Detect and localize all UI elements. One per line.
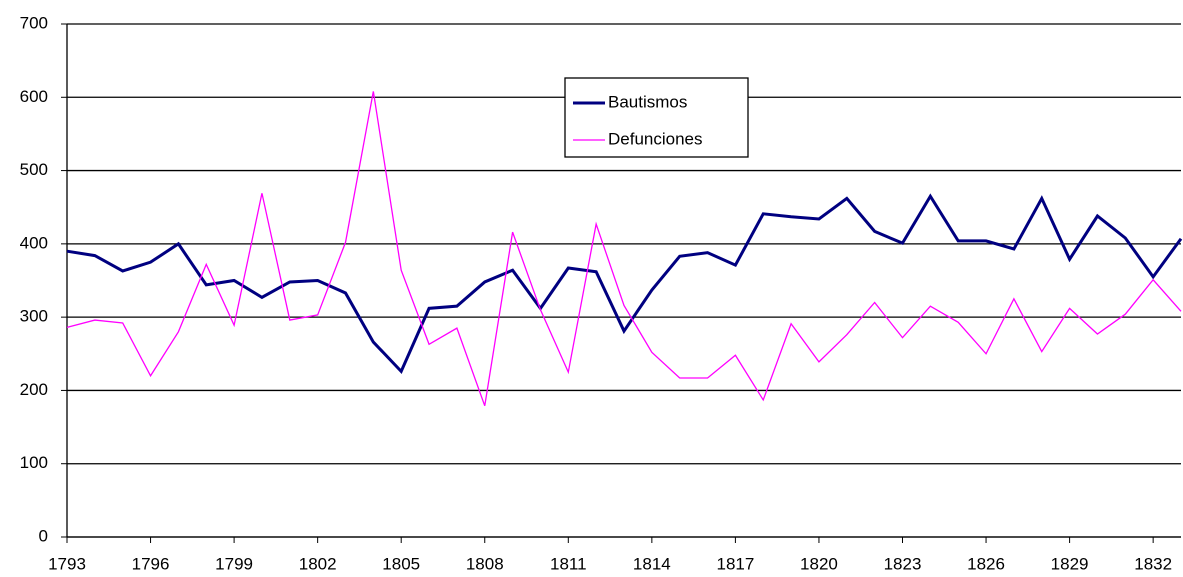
x-tick-label: 1826 bbox=[967, 554, 1005, 573]
y-tick-label: 600 bbox=[20, 87, 48, 106]
x-tick-label: 1808 bbox=[466, 554, 504, 573]
x-tick-label: 1811 bbox=[550, 554, 587, 573]
y-tick-label: 700 bbox=[20, 13, 48, 32]
x-tick-label: 1820 bbox=[800, 554, 838, 573]
x-tick-label: 1799 bbox=[215, 554, 253, 573]
y-tick-label: 400 bbox=[20, 233, 48, 252]
x-tick-label: 1793 bbox=[48, 554, 86, 573]
x-tick-label: 1829 bbox=[1051, 554, 1089, 573]
y-tick-label: 200 bbox=[20, 380, 48, 399]
x-tick-label: 1802 bbox=[299, 554, 337, 573]
series-line bbox=[66, 91, 1182, 407]
x-tick-label: 1823 bbox=[884, 554, 922, 573]
legend-box bbox=[564, 77, 749, 158]
y-tick-label: 500 bbox=[20, 160, 48, 179]
x-tick-label: 1814 bbox=[633, 554, 671, 573]
legend-label: Bautismos bbox=[608, 92, 687, 111]
series-line bbox=[66, 193, 1183, 375]
x-tick-label: 1805 bbox=[382, 554, 420, 573]
y-tick-label: 300 bbox=[20, 307, 48, 326]
x-tick-label: 1796 bbox=[132, 554, 170, 573]
legend: Bautismos Defunciones bbox=[564, 77, 749, 158]
y-tick-label: 100 bbox=[20, 453, 48, 472]
x-tick-label: 1817 bbox=[716, 554, 754, 573]
legend-label: Defunciones bbox=[608, 129, 703, 148]
y-tick-label: 0 bbox=[39, 526, 48, 545]
x-tick-label: 1832 bbox=[1134, 554, 1172, 573]
